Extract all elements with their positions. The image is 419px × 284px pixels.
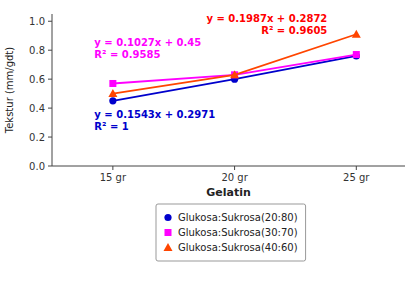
- x-tick-label: 15 gr: [100, 172, 127, 183]
- series-line: [113, 56, 356, 101]
- y-tick: [48, 21, 52, 22]
- legend: Glukosa:Sukrosa(20:80) Glukosa:Sukrosa(30…: [156, 204, 306, 261]
- point: [108, 89, 117, 97]
- legend-label: Glukosa:Sukrosa(40:60): [178, 242, 298, 253]
- x-tick: [234, 166, 235, 170]
- y-tick-label: 0.2: [29, 132, 45, 143]
- annotation: y = 0.1027x + 0.45R² = 0.9585: [94, 37, 201, 60]
- legend-marker: [164, 214, 171, 221]
- y-axis-line: [52, 14, 53, 166]
- y-tick: [48, 108, 52, 109]
- legend-label: Glukosa:Sukrosa(20:80): [178, 212, 298, 223]
- chart-container: 0.0 0.2 0.4 0.6 0.8 1.0 15 gr 20 gr 25 gr Gelatin…: [0, 0, 419, 284]
- legend-marker: [164, 243, 173, 251]
- y-tick-label: 0.4: [29, 103, 45, 114]
- y-tick-label: 0.6: [29, 74, 45, 85]
- point: [230, 70, 239, 78]
- annotation-line: y = 0.1987x + 0.2872: [206, 13, 327, 24]
- point: [109, 80, 116, 87]
- annotation-line: R² = 0.9585: [94, 49, 160, 60]
- point: [352, 30, 361, 38]
- y-tick: [48, 79, 52, 80]
- point: [231, 71, 238, 78]
- x-tick: [356, 166, 357, 170]
- legend-marker: [165, 229, 172, 236]
- legend-box: [156, 204, 306, 261]
- point: [109, 97, 116, 104]
- x-tick-label: 20 gr: [221, 172, 248, 183]
- y-tick: [48, 50, 52, 51]
- annotation: y = 0.1987x + 0.2872R² = 0.9605: [206, 13, 327, 36]
- x-tick-label: 25 gr: [343, 172, 370, 183]
- y-axis-label: Tekstur (mm/gdt): [4, 47, 15, 134]
- y-tick: [48, 166, 52, 167]
- annotation: y = 0.1543x + 0.2971R² = 1: [94, 109, 215, 132]
- y-tick-label: 0.8: [29, 45, 45, 56]
- point: [353, 51, 360, 58]
- y-tick-label: 1.0: [29, 16, 45, 27]
- annotation-line: y = 0.1027x + 0.45: [94, 37, 201, 48]
- x-axis-line: [52, 166, 405, 167]
- x-tick: [112, 166, 113, 170]
- annotation-line: R² = 1: [94, 121, 128, 132]
- legend-label: Glukosa:Sukrosa(30:70): [178, 227, 298, 238]
- y-tick: [48, 137, 52, 138]
- chart: 0.0 0.2 0.4 0.6 0.8 1.0 15 gr 20 gr 25 gr Gelatin…: [0, 0, 419, 284]
- annotation-line: y = 0.1543x + 0.2971: [94, 109, 215, 120]
- x-axis-label: Gelatin: [206, 186, 251, 199]
- annotation-line: R² = 0.9605: [261, 25, 327, 36]
- y-tick-label: 0.0: [29, 161, 45, 172]
